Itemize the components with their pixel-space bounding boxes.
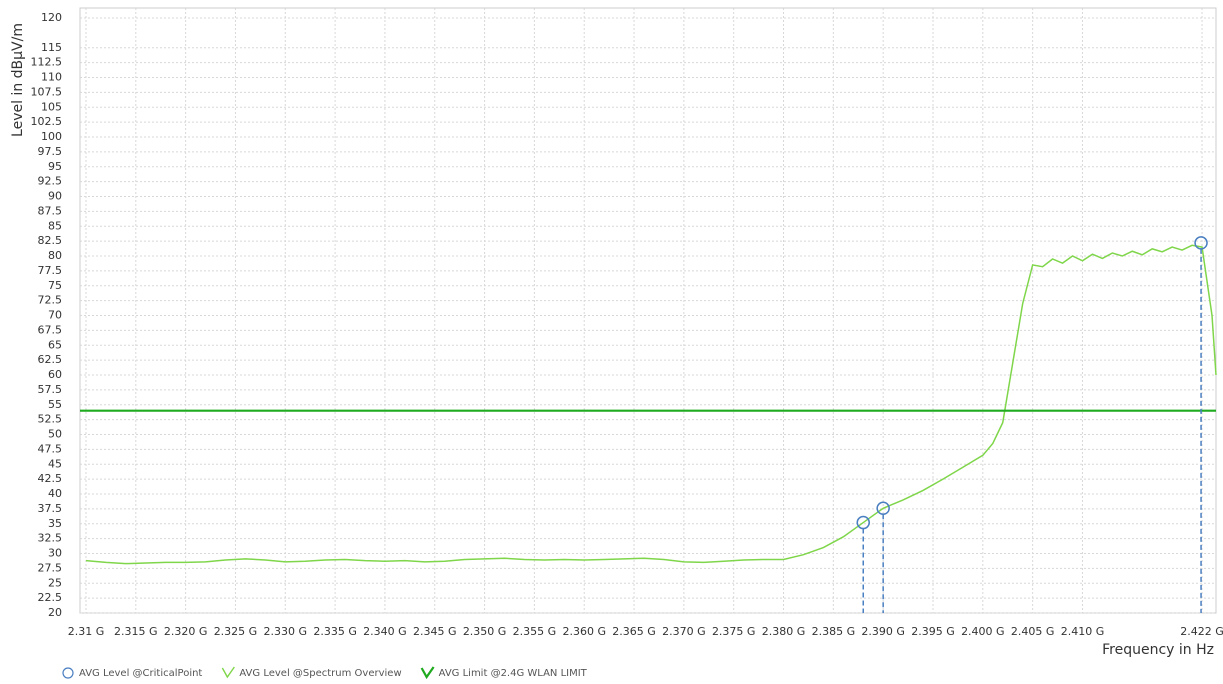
y-tick-label: 47.5 — [38, 442, 63, 455]
x-tick-label: 2.350 G — [463, 625, 507, 638]
y-tick-label: 40 — [48, 487, 62, 500]
y-tick-label: 82.5 — [38, 234, 63, 247]
y-tick-label: 60 — [48, 368, 62, 381]
y-tick-label: 95 — [48, 160, 62, 173]
y-tick-label: 30 — [48, 547, 62, 560]
y-tick-label: 35 — [48, 517, 62, 530]
y-tick-label: 37.5 — [38, 502, 63, 515]
x-tick-label: 2.385 G — [812, 625, 856, 638]
y-tick-label: 70 — [48, 309, 62, 322]
y-tick-label: 120 — [41, 11, 62, 24]
x-tick-label: 2.422 G — [1180, 625, 1223, 638]
x-tick-label: 2.365 G — [612, 625, 656, 638]
y-tick-label: 102.5 — [31, 115, 63, 128]
x-tick-label: 2.335 G — [313, 625, 357, 638]
y-tick-label: 62.5 — [38, 353, 63, 366]
y-tick-label: 52.5 — [38, 413, 63, 426]
y-tick-label: 67.5 — [38, 323, 63, 336]
plot-area — [79, 7, 1217, 614]
legend-label: AVG Level @Spectrum Overview — [239, 668, 401, 679]
y-tick-label: 107.5 — [31, 85, 63, 98]
y-tick-label: 22.5 — [38, 591, 63, 604]
y-tick-label: 100 — [41, 130, 62, 143]
y-tick-label: 32.5 — [38, 532, 63, 545]
y-tick-label: 87.5 — [38, 204, 63, 217]
y-tick-label: 20 — [48, 606, 62, 619]
series-line — [85, 244, 1217, 565]
legend-icon — [62, 667, 74, 679]
x-tick-label: 2.330 G — [264, 625, 308, 638]
y-tick-label: 57.5 — [38, 383, 63, 396]
x-tick-label: 2.400 G — [961, 625, 1005, 638]
x-tick-label: 2.390 G — [861, 625, 905, 638]
legend-icon — [420, 666, 435, 680]
critical-point — [876, 501, 890, 516]
x-tick-label: 2.345 G — [413, 625, 457, 638]
critical-point — [1194, 236, 1208, 250]
y-tick-label: 77.5 — [38, 264, 63, 277]
legend-label: AVG Limit @2.4G WLAN LIMIT — [439, 668, 588, 679]
x-tick-label: 2.375 G — [712, 625, 756, 638]
y-tick-label: 115 — [41, 41, 62, 54]
y-tick-label: 65 — [48, 338, 62, 351]
legend-icon — [221, 666, 235, 679]
x-tick-label: 2.31 G — [68, 625, 105, 638]
x-tick-label: 2.325 G — [214, 625, 258, 638]
y-tick-label: 72.5 — [38, 294, 63, 307]
y-tick-label: 110 — [41, 71, 62, 84]
x-tick-label: 2.395 G — [911, 625, 955, 638]
y-tick-label: 45 — [48, 457, 62, 470]
y-tick-label: 112.5 — [31, 56, 63, 69]
critical-point — [856, 515, 870, 530]
y-tick-label: 97.5 — [38, 145, 63, 158]
x-tick-label: 2.405 G — [1011, 625, 1055, 638]
y-tick-label: 42.5 — [38, 472, 63, 485]
y-tick-label: 55 — [48, 398, 62, 411]
y-tick-label: 75 — [48, 279, 62, 292]
x-tick-label: 2.315 G — [114, 625, 158, 638]
y-tick-label: 27.5 — [38, 561, 63, 574]
x-axis-label: Frequency in Hz — [1102, 642, 1214, 658]
x-tick-label: 2.355 G — [513, 625, 557, 638]
x-tick-label: 2.410 G — [1061, 625, 1105, 638]
x-tick-label: 2.380 G — [762, 625, 806, 638]
x-tick-label: 2.340 G — [363, 625, 407, 638]
y-tick-label: 90 — [48, 190, 62, 203]
y-tick-label: 92.5 — [38, 175, 63, 188]
y-tick-label: 105 — [41, 100, 62, 113]
y-axis-label: Level in dBµV/m — [10, 23, 26, 137]
x-tick-label: 2.320 G — [164, 625, 208, 638]
x-tick-label: 2.370 G — [662, 625, 706, 638]
y-tick-label: 50 — [48, 428, 62, 441]
y-tick-label: 25 — [48, 576, 62, 589]
x-tick-label: 2.360 G — [562, 625, 606, 638]
legend-label: AVG Level @CriticalPoint — [79, 668, 202, 679]
y-tick-label: 85 — [48, 219, 62, 232]
y-tick-label: 80 — [48, 249, 62, 262]
